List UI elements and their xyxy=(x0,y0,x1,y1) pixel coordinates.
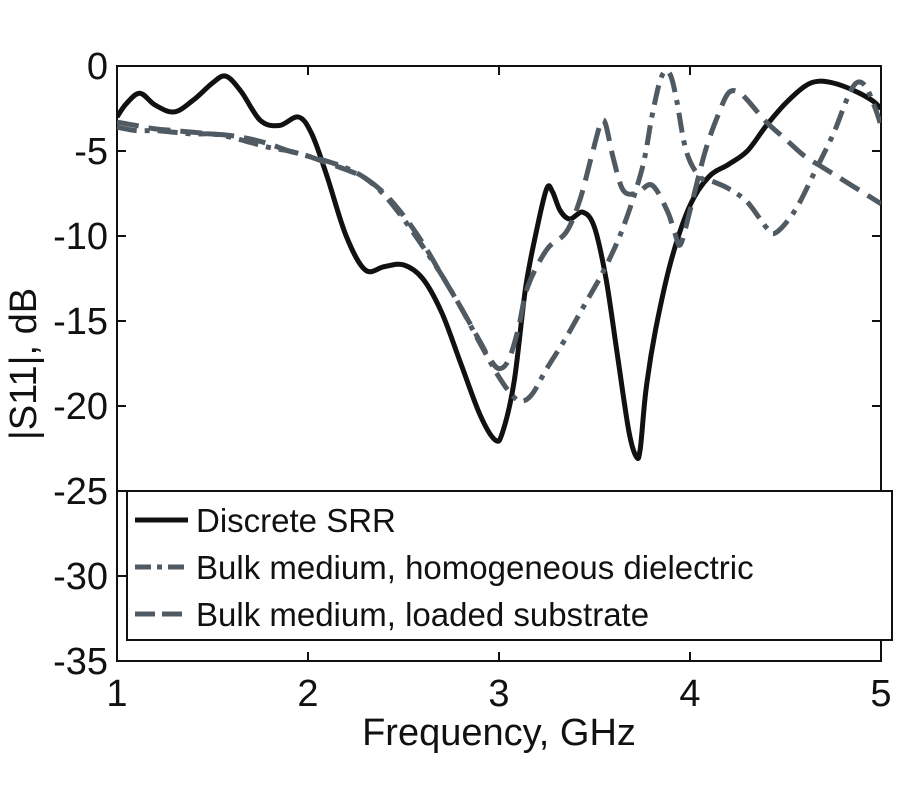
y-tick-label: -30 xyxy=(53,556,108,598)
x-tick-label: 4 xyxy=(679,673,700,715)
y-tick-label: -20 xyxy=(53,386,108,428)
series-line-bulk-medium-homogeneous-dielectric xyxy=(117,68,881,404)
legend-label-bulk-medium-homogeneous-dielectric: Bulk medium, homogeneous dielectric xyxy=(196,549,754,586)
series-layer xyxy=(117,68,881,462)
x-tick-label: 3 xyxy=(488,673,509,715)
series-line-discrete-srr xyxy=(117,73,881,462)
y-tick-label: -25 xyxy=(53,471,108,513)
y-axis-title: |S11|, dB xyxy=(3,288,45,440)
x-tick-label: 2 xyxy=(297,673,318,715)
y-tick-label: -35 xyxy=(53,641,108,683)
y-tick-label: 0 xyxy=(87,46,108,88)
x-tick-label: 5 xyxy=(870,673,891,715)
y-tick-label: -10 xyxy=(53,216,108,258)
x-axis-title: Frequency, GHz xyxy=(362,712,636,754)
legend: Discrete SRR Bulk medium, homogeneous die… xyxy=(126,490,893,641)
y-tick-label: -5 xyxy=(74,131,108,173)
legend-label-discrete-srr: Discrete SRR xyxy=(196,502,396,539)
legend-label-bulk-medium-loaded-substrate: Bulk medium, loaded substrate xyxy=(196,596,649,633)
x-tick-label: 1 xyxy=(106,673,127,715)
y-tick-label: -15 xyxy=(53,301,108,343)
series-line-bulk-medium-loaded-substrate xyxy=(117,88,881,372)
legend-box xyxy=(126,490,893,641)
tick-layer: 1 2 3 4 5 0 -5 -10 -15 -20 -25 -30 -35 xyxy=(53,46,891,715)
